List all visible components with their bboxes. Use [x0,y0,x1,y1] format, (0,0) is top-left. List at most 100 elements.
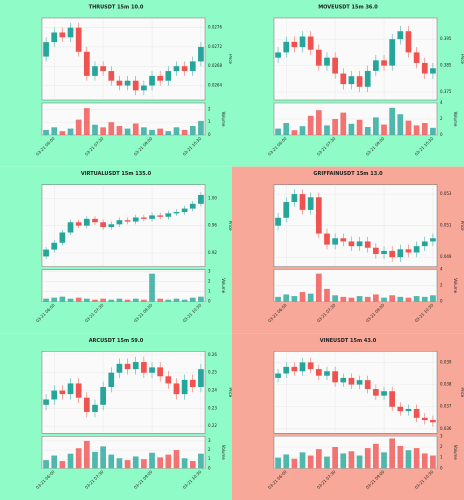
volume-bar [67,128,74,135]
volume-plot-area [273,436,438,469]
candle-body [356,241,363,247]
volume-tick-label: 1 [208,289,211,294]
volume-bar [75,297,82,302]
volume-axis-label: Volume [221,445,226,460]
volume-bar [315,110,322,135]
y-axis-label: Price [460,221,464,231]
candle-body [100,66,106,72]
volume-bar [43,298,49,302]
volume-bar [189,126,196,135]
candle-body [67,222,74,233]
volume-bar [373,443,379,469]
candle-body [189,61,196,72]
volume-bar [340,112,347,135]
volume-bar [108,454,115,469]
volume-tick-label: 4 [440,267,443,272]
volume-bar [157,128,164,135]
candle-body [43,249,49,257]
candle-body [381,250,387,255]
volume-bar [364,127,371,135]
y-tick-label: 0.385 [440,63,452,68]
volume-plot-area [41,269,206,302]
chart-title: ARCUSDT 15m 59.0 [89,338,144,344]
candle-body [421,241,428,247]
volume-bar [157,298,164,302]
volume-bar [124,299,131,302]
volume-bar [373,117,379,135]
volume-bar [181,299,188,302]
volume-bar [332,119,338,135]
candle-body [173,383,180,395]
volume-bar [364,448,371,469]
volume-tick-label: 2 [208,279,211,284]
candle-body [340,73,347,85]
candle-body [116,80,123,86]
y-tick-label: 0.25 [208,370,217,375]
chart-title: GRIFFAINUSDT 15m 13.0 [313,171,383,177]
volume-bar [413,125,420,135]
candle-body [43,399,49,405]
candle-body [340,238,347,242]
volume-tick-label: 0 [440,465,443,470]
y-tick-label: 0.24 [208,388,217,393]
candle-body [397,31,404,40]
candle-body [189,379,196,387]
volume-bar [100,127,106,135]
candle-body [75,222,82,226]
candle-body [198,369,204,387]
candle-body [100,386,106,405]
volume-bar [324,456,330,469]
volume-bar [92,299,98,302]
volume-axis-label: Volume [453,445,458,460]
volume-bar [389,438,396,469]
candle-body [364,70,371,87]
volume-bar [181,129,188,135]
volume-bar [92,124,98,135]
volume-bar [108,122,115,135]
volume-bar [51,127,58,135]
candle-body [291,194,298,203]
volume-bar [291,458,298,469]
candle-body [315,49,322,66]
chart-title: VINEUSDT 15m 43.0 [320,338,377,344]
candle-body [124,220,131,222]
candle-body [348,241,355,247]
volume-bar [116,458,123,469]
candle-body [173,66,180,72]
candle-body [356,76,363,87]
y-tick-label: 0.039 [440,359,452,364]
candle-body [340,377,347,383]
volume-bar [83,440,90,469]
y-tick-label: 0.96 [208,223,217,228]
y-tick-label: 0.036 [440,426,452,431]
candle-body [283,41,290,53]
volume-bar [397,296,404,302]
candle-body [149,215,155,219]
y-tick-label: 0.26 [208,352,217,357]
volume-tick-label: 1 [440,455,443,460]
volume-plot-area [41,436,206,469]
volume-bar [149,452,155,469]
volume-bar [381,452,387,469]
candle-body [124,80,131,86]
candle-body [67,27,74,38]
candle-body [364,380,371,390]
volume-bar [413,448,420,469]
volume-bar [356,296,363,302]
candle-body [389,391,396,407]
candle-body [181,66,188,72]
candle-body [132,362,139,370]
candle-body [83,397,90,412]
y-tick-label: 0.051 [440,223,452,228]
candle-body [275,52,281,58]
candle-body [332,238,338,245]
candle-body [373,389,379,396]
volume-bar [75,119,82,135]
volume-bar [348,451,355,469]
volume-bar [43,460,49,469]
volume-bar [381,297,387,302]
candle-body [157,215,164,217]
volume-bar [275,457,281,469]
candle-body [198,194,204,204]
candle-body [165,376,172,384]
